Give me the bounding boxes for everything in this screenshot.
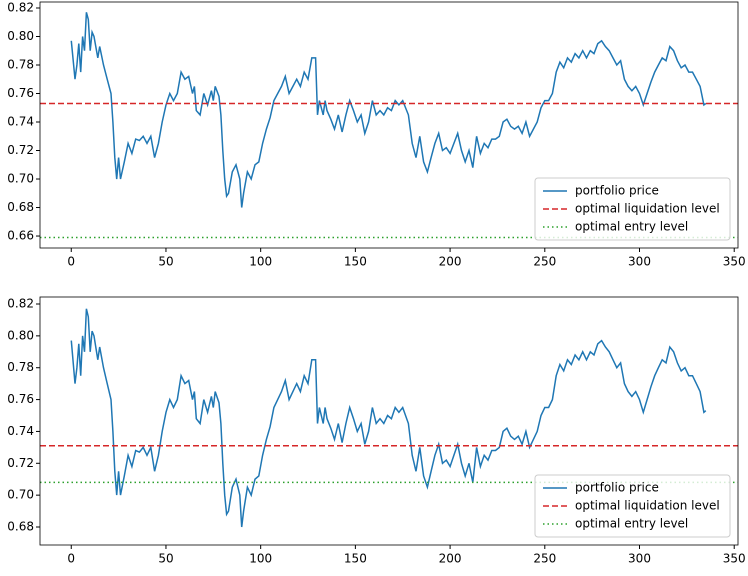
x-tick-label: 100	[249, 255, 272, 269]
price-line	[70, 308, 707, 528]
y-tick-label: 0.66	[7, 229, 34, 243]
x-tick-label: 300	[628, 552, 651, 566]
y-tick-label: 0.68	[7, 520, 34, 534]
x-tick-label: 250	[533, 255, 556, 269]
legend-label: portfolio price	[575, 481, 659, 495]
x-tick-label: 50	[158, 552, 173, 566]
y-tick-label: 0.74	[7, 115, 34, 129]
y-tick-label: 0.76	[7, 86, 34, 100]
legend-box	[534, 177, 731, 241]
legend-label: portfolio price	[575, 184, 659, 198]
legend-label: optimal liquidation level	[575, 499, 720, 513]
y-tick-label: 0.76	[7, 392, 34, 406]
y-tick-label: 0.68	[7, 200, 34, 214]
y-tick-label: 0.80	[7, 29, 34, 43]
y-tick-label: 0.78	[7, 57, 34, 71]
price-line	[70, 12, 707, 208]
y-tick-label: 0.82	[7, 0, 34, 14]
axes-frame	[39, 296, 739, 546]
axes-frame	[39, 1, 739, 249]
x-tick-label: 100	[249, 552, 272, 566]
legend-label: optimal entry level	[575, 220, 688, 234]
x-tick-label: 350	[723, 552, 746, 566]
x-tick-label: 250	[533, 552, 556, 566]
legend-label: optimal liquidation level	[575, 202, 720, 216]
x-tick-label: 0	[67, 552, 75, 566]
y-tick-label: 0.70	[7, 172, 34, 186]
x-tick-label: 50	[158, 255, 173, 269]
x-tick-label: 200	[439, 255, 462, 269]
legend-label: optimal entry level	[575, 517, 688, 531]
x-tick-label: 300	[628, 255, 651, 269]
x-tick-label: 0	[67, 255, 75, 269]
y-tick-label: 0.72	[7, 143, 34, 157]
y-tick-label: 0.82	[7, 297, 34, 311]
x-tick-label: 200	[439, 552, 462, 566]
legend-box	[534, 474, 731, 538]
x-tick-label: 150	[344, 552, 367, 566]
y-tick-label: 0.70	[7, 488, 34, 502]
x-tick-label: 150	[344, 255, 367, 269]
y-tick-label: 0.78	[7, 360, 34, 374]
y-tick-label: 0.72	[7, 456, 34, 470]
y-tick-label: 0.74	[7, 424, 34, 438]
y-tick-label: 0.80	[7, 328, 34, 342]
x-tick-label: 350	[723, 255, 746, 269]
